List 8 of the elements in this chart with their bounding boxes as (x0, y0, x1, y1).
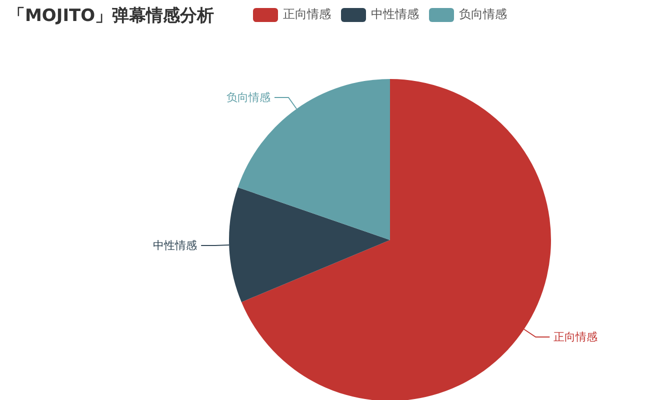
slice-label: 正向情感 (554, 330, 598, 344)
legend-label: 负向情感 (459, 6, 507, 23)
chart-title: 「MOJITO」弹幕情感分析 (8, 5, 214, 27)
pie-slice (238, 79, 390, 240)
legend-label: 中性情感 (371, 6, 419, 23)
slice-label: 负向情感 (226, 90, 270, 104)
slice-label: 中性情感 (153, 238, 198, 252)
legend-label: 正向情感 (283, 6, 331, 23)
